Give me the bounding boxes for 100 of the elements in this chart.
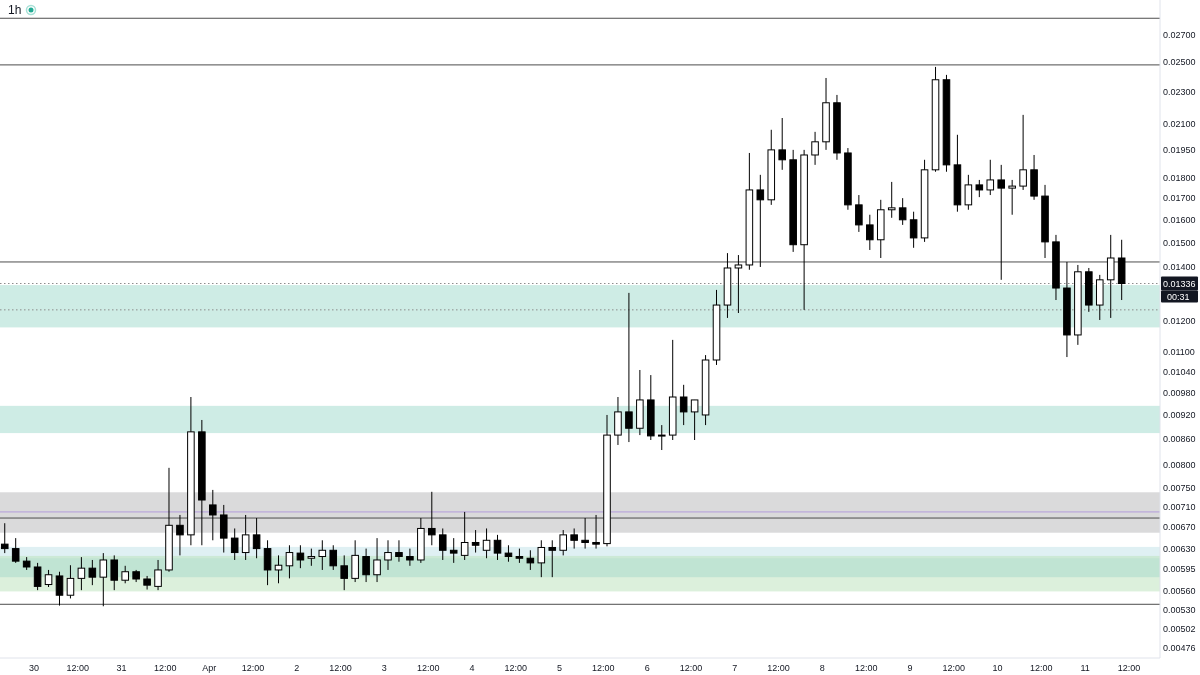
x-tick-label: 12:00 <box>1030 663 1053 673</box>
x-tick-label: 12:00 <box>241 663 265 673</box>
candlestick <box>77 556 86 591</box>
y-tick-label: 0.01950 <box>1163 144 1196 155</box>
candlestick <box>679 384 688 426</box>
candlestick <box>0 522 9 554</box>
y-tick-label: 0.00502 <box>1163 624 1196 635</box>
candlestick <box>318 539 327 571</box>
candlestick <box>395 539 403 563</box>
candlestick <box>471 529 480 554</box>
x-tick-label: 12:00 <box>504 663 528 673</box>
candlestick <box>986 159 995 196</box>
candlestick <box>657 424 666 451</box>
candlestick <box>866 214 874 251</box>
candlestick <box>559 529 567 556</box>
x-tick-label: 4 <box>469 663 475 673</box>
y-tick-label: 0.01200 <box>1163 316 1196 327</box>
candlestick <box>548 539 557 578</box>
y-tick-label: 0.00710 <box>1163 501 1196 512</box>
y-tick-label: 0.00670 <box>1163 522 1196 533</box>
candlestick <box>614 396 622 446</box>
candlestick <box>154 559 162 591</box>
candlestick <box>581 517 589 550</box>
candlestick <box>526 549 535 571</box>
x-tick-label: 12:00 <box>154 663 177 673</box>
y-tick-label: 0.00476 <box>1163 643 1196 654</box>
y-tick-label: 0.02300 <box>1163 86 1196 97</box>
candlestick <box>898 197 907 226</box>
chart-title: 1h <box>8 3 22 17</box>
candlestick <box>460 511 469 561</box>
x-tick-label: 31 <box>116 663 127 673</box>
y-tick-label: 0.00800 <box>1163 459 1196 470</box>
candlestick <box>592 514 600 550</box>
x-tick-label: 2 <box>294 663 300 673</box>
candlestick <box>964 174 973 211</box>
y-tick-label: 0.01800 <box>1163 173 1196 184</box>
candlestick <box>1008 179 1016 216</box>
candlestick <box>285 544 294 579</box>
y-tick-label: 0.00595 <box>1163 564 1196 575</box>
y-tick-label: 0.00750 <box>1163 482 1196 493</box>
x-tick-label: 12:00 <box>66 663 90 673</box>
candlestick <box>887 181 896 219</box>
x-tick-label: 9 <box>907 663 913 673</box>
candlestick <box>855 194 863 233</box>
candlestick <box>570 527 578 550</box>
x-tick-label: 10 <box>992 663 1003 673</box>
candlestick <box>625 292 633 443</box>
annotation: 00:31 <box>1167 291 1190 302</box>
y-tick-label: 0.01700 <box>1163 193 1196 204</box>
candlestick <box>11 537 20 564</box>
candlestick <box>756 174 765 268</box>
candlestick <box>373 537 381 583</box>
candlestick <box>296 544 305 569</box>
x-tick-label: 11 <box>1080 663 1090 673</box>
candlestick <box>230 527 239 561</box>
candlestick <box>66 564 75 599</box>
candlestick <box>33 562 42 591</box>
candlestick <box>428 491 436 546</box>
candlestick <box>209 489 217 541</box>
candlestick <box>778 117 786 171</box>
x-tick-label: 12:00 <box>592 663 615 673</box>
y-tick-label: 0.01400 <box>1163 261 1196 272</box>
candlestick <box>734 254 743 314</box>
y-tick-label: 0.00530 <box>1163 605 1196 616</box>
y-tick-label: 0.02500 <box>1163 57 1196 68</box>
candlestick <box>493 534 502 561</box>
x-tick-label: 12:00 <box>1117 663 1141 673</box>
x-tick-label: 12:00 <box>679 663 703 673</box>
y-tick-label: 0.00920 <box>1163 410 1196 421</box>
y-tick-label: 0.00560 <box>1163 585 1196 596</box>
x-tick-label: 12:00 <box>767 663 790 673</box>
candlestick <box>241 514 250 561</box>
x-tick-label: 7 <box>732 663 738 673</box>
candlestick <box>1106 234 1115 319</box>
ref-line-label: 0.01336 <box>1163 278 1196 289</box>
candlestick <box>88 559 97 586</box>
candlestick <box>252 517 261 559</box>
candlestick <box>1019 114 1027 191</box>
y-tick-label: 0.02100 <box>1163 118 1196 129</box>
x-tick-label: 8 <box>819 663 825 673</box>
x-tick-label: 12:00 <box>854 663 878 673</box>
x-tick-label: 12:00 <box>329 663 352 673</box>
candlestick <box>811 131 819 166</box>
candlestick <box>482 527 491 559</box>
y-tick-label: 0.00630 <box>1163 544 1196 555</box>
y-tick-label: 0.01500 <box>1163 237 1196 248</box>
x-tick-label: 12:00 <box>416 663 440 673</box>
candlestick <box>438 527 447 561</box>
candlestick <box>110 554 119 591</box>
candlestick <box>362 548 370 583</box>
candlestick <box>997 164 1006 281</box>
candlestick <box>219 504 228 554</box>
x-tick-label: 3 <box>381 663 387 673</box>
y-tick-label: 0.00980 <box>1163 388 1196 399</box>
x-tick-label: 30 <box>28 663 39 673</box>
x-tick-label: Apr <box>202 663 217 673</box>
candlestick <box>176 514 184 556</box>
candlestick <box>340 554 348 591</box>
candlestick <box>55 571 64 607</box>
y-tick-label: 0.01040 <box>1163 367 1196 378</box>
